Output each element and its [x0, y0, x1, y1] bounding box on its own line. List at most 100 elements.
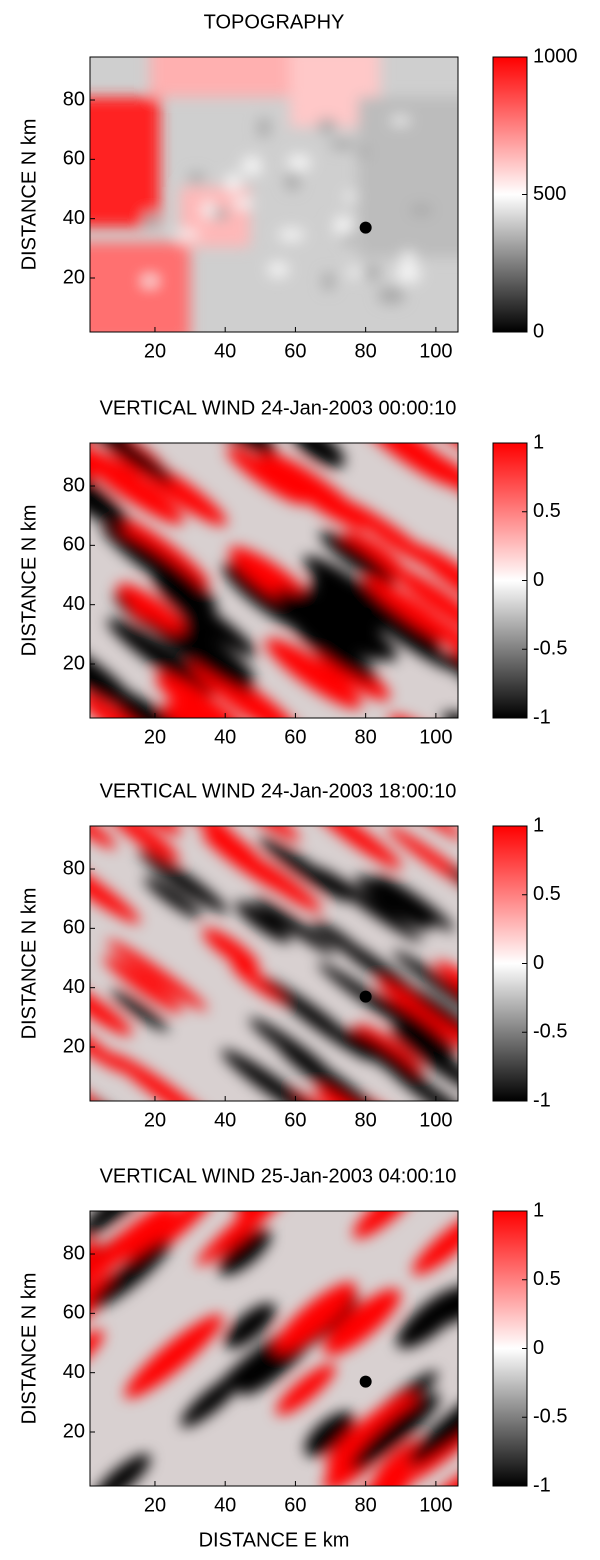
field-stripe: [374, 874, 455, 931]
field-blob: [90, 97, 160, 227]
field-blob: [322, 272, 335, 291]
marker: [359, 990, 372, 1003]
x-tick-label: 20: [144, 726, 166, 748]
field-blob: [267, 261, 290, 278]
field-stripe: [90, 443, 184, 525]
plot-frame: [89, 825, 459, 1102]
colorbar-tick-label: 1: [533, 431, 544, 453]
field-texture: [90, 826, 458, 1101]
field-blob: [150, 57, 290, 97]
field-blob: [409, 204, 433, 216]
field-stripe: [224, 1303, 276, 1349]
colorbar-tick-label: 0: [533, 1337, 544, 1359]
field-stripe: [107, 939, 208, 1011]
x-tick-label: 20: [144, 1109, 166, 1131]
colorbar: [492, 825, 528, 1102]
y-tick-label: 20: [63, 1035, 85, 1057]
colorbar-tick-label: -0.5: [533, 1406, 567, 1428]
colorbar-tick-label: 0.5: [533, 1268, 561, 1290]
y-tick-label: 80: [63, 88, 85, 110]
field-stripe: [103, 955, 183, 1013]
field-stripe: [352, 443, 458, 488]
field: [90, 826, 458, 1101]
colorbar-tick-label: 1: [533, 1199, 544, 1221]
plot-frame: [89, 1210, 459, 1487]
y-tick-label: 40: [63, 593, 85, 615]
x-tick-label: 60: [284, 726, 306, 748]
field-blob: [365, 263, 380, 282]
field-blob: [377, 286, 405, 305]
colorbar-tick-label: 0: [533, 952, 544, 974]
field-stripe: [8, 381, 95, 450]
field-stripe: [90, 826, 117, 849]
field-stripe: [275, 1363, 336, 1416]
field-blob: [257, 117, 271, 138]
chart-title: VERTICAL WIND 24-Jan-2003 18:00:10: [100, 780, 457, 802]
field-stripe: [101, 509, 210, 588]
field-stripe: [90, 844, 141, 924]
field-stripe: [90, 693, 160, 718]
colorbar: [492, 56, 528, 333]
y-tick-label: 60: [63, 534, 85, 556]
x-tick-label: 80: [355, 1494, 377, 1516]
field-stripe: [316, 867, 423, 943]
field-stripe: [412, 1211, 458, 1275]
field-stripe: [101, 524, 217, 607]
colorbar-tick-label: 0: [533, 569, 544, 591]
field-blob: [284, 171, 301, 191]
field-stripe: [226, 447, 306, 505]
field: [8, 381, 458, 718]
field-stripe: [221, 1049, 326, 1101]
y-axis-label: DISTANCE N km: [18, 888, 40, 1040]
chart-title: VERTICAL WIND 25-Jan-2003 04:00:10: [100, 1165, 457, 1187]
field-stripe: [144, 876, 202, 919]
field-texture: [90, 57, 458, 332]
colorbar-tick-label: 0.5: [533, 500, 561, 522]
field-stripe: [124, 1314, 224, 1399]
field-stripe: [249, 1017, 333, 1078]
field-stripe: [104, 685, 206, 718]
field-stripe: [353, 1211, 419, 1239]
field-stripe: [387, 563, 458, 640]
field-blob: [329, 139, 356, 151]
field-stripe: [93, 1454, 151, 1486]
field-stripe: [396, 1286, 458, 1349]
field-blob: [141, 275, 159, 287]
field-stripe: [90, 1006, 126, 1073]
field-stripe: [222, 562, 324, 637]
field-stripe: [349, 1466, 413, 1486]
marker: [359, 1375, 372, 1388]
field-stripe: [386, 826, 458, 894]
field-stripe: [278, 994, 373, 1062]
field-stripe: [90, 1211, 185, 1240]
field-stripe: [138, 849, 229, 914]
field-blob: [394, 264, 422, 284]
colorbar-tick-label: -1: [533, 706, 551, 728]
field-blob: [343, 191, 357, 202]
marker: [359, 221, 372, 234]
field-blob: [202, 201, 215, 219]
x-tick-label: 20: [144, 1494, 166, 1516]
field-blob: [390, 116, 411, 125]
field-blob: [358, 97, 458, 257]
field-stripe: [90, 452, 130, 528]
field-blob: [232, 197, 255, 209]
x-tick-label: 80: [355, 340, 377, 362]
field-texture: [8, 381, 458, 718]
field-stripe: [355, 875, 433, 931]
field-stripe: [201, 831, 291, 895]
field-blob: [188, 171, 205, 185]
field-blob: [401, 251, 416, 266]
field-stripe: [304, 1411, 355, 1457]
x-tick-label: 80: [355, 726, 377, 748]
field-stripe: [291, 620, 378, 683]
y-tick-label: 20: [63, 1420, 85, 1442]
y-tick-label: 80: [63, 1242, 85, 1264]
field-blob: [357, 146, 370, 158]
field-stripe: [364, 575, 458, 647]
field-stripe: [90, 443, 174, 485]
field-stripe: [319, 530, 396, 586]
colorbar-tick-label: 1000: [533, 45, 578, 67]
y-tick-label: 20: [63, 652, 85, 674]
